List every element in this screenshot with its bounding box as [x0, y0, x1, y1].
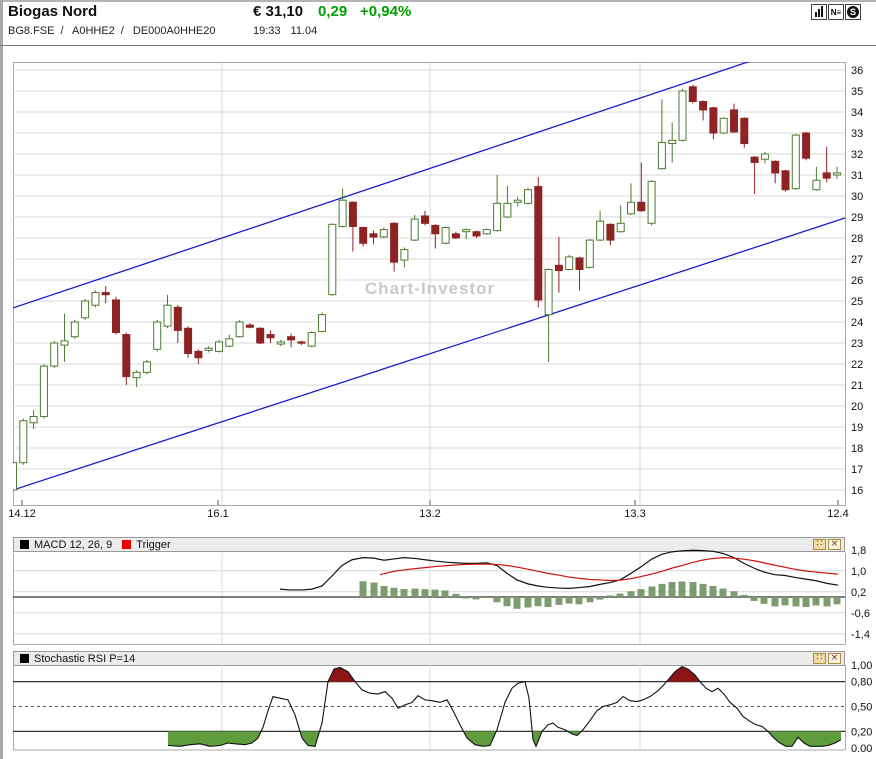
macd-close-icon[interactable]: × — [828, 539, 841, 550]
separator: / — [60, 25, 64, 37]
x-axis-tick-label: 13.3 — [624, 508, 646, 520]
separator: / — [120, 25, 124, 37]
svg-text:16: 16 — [851, 485, 863, 497]
stochastic-label: Stochastic RSI P=14 — [34, 652, 136, 665]
x-axis-tick-label: 16.1 — [207, 508, 229, 520]
svg-text:22: 22 — [851, 359, 863, 371]
instrument-title: Biogas Nord — [8, 3, 98, 20]
stochastic-close-icon[interactable]: × — [828, 653, 841, 664]
symbol: BG8.FSE — [8, 25, 55, 37]
stochastic-legend-swatch — [20, 654, 29, 663]
price-chart[interactable]: Chart-Investor36353433323130292827262524… — [13, 62, 876, 506]
last-price: € 31,10 — [253, 3, 304, 20]
svg-text:0,20: 0,20 — [851, 726, 872, 738]
svg-text:29: 29 — [851, 212, 863, 224]
instrument-codes: BG8.FSE / A0HHE2 / DE000A0HHE20 — [8, 25, 221, 37]
macd-chart[interactable]: 1,8 1,0 0,2 -0,6 -1,4 — [13, 545, 876, 645]
stochastic-settings-icon[interactable]: ∷ — [813, 653, 826, 664]
svg-text:-1,4: -1,4 — [851, 629, 870, 641]
trigger-label: Trigger — [136, 538, 171, 551]
svg-text:34: 34 — [851, 107, 863, 119]
svg-text:1,00: 1,00 — [851, 660, 872, 672]
macd-label: MACD 12, 26, 9 — [34, 538, 113, 551]
svg-text:23: 23 — [851, 338, 863, 350]
svg-text:0,2: 0,2 — [851, 587, 866, 599]
svg-text:20: 20 — [851, 401, 863, 413]
svg-text:26: 26 — [851, 275, 863, 287]
macd-settings-icon[interactable]: ∷ — [813, 539, 826, 550]
svg-text:19: 19 — [851, 422, 863, 434]
isin: DE000A0HHE20 — [132, 25, 216, 37]
svg-text:24: 24 — [851, 317, 863, 329]
s-badge-glyph: S — [847, 5, 859, 18]
wkn: A0HHE2 — [71, 25, 115, 37]
svg-text:33: 33 — [851, 128, 863, 140]
trigger-legend-swatch — [122, 540, 132, 549]
svg-text:1,0: 1,0 — [851, 566, 866, 578]
date: 11.04 — [290, 25, 318, 37]
svg-text:21: 21 — [851, 380, 863, 392]
stochastic-panel-header: Stochastic RSI P=14 ∷ × — [13, 651, 845, 666]
window-top-border — [0, 0, 876, 2]
svg-text:0,80: 0,80 — [851, 677, 872, 689]
svg-text:30: 30 — [851, 191, 863, 203]
svg-text:35: 35 — [851, 86, 863, 98]
price-change: 0,29 — [318, 3, 348, 20]
macd-legend-swatch — [20, 540, 29, 549]
svg-text:36: 36 — [851, 65, 863, 77]
x-axis-tick-label: 13.2 — [419, 508, 441, 520]
macd-panel-header: MACD 12, 26, 9 Trigger ∷ × — [13, 537, 845, 552]
svg-text:0,00: 0,00 — [851, 743, 872, 752]
window-left-border — [0, 0, 3, 759]
svg-text:-0,6: -0,6 — [851, 608, 870, 620]
x-axis-tick-label: 12.4 — [827, 508, 849, 520]
svg-text:25: 25 — [851, 296, 863, 308]
svg-text:1,8: 1,8 — [851, 545, 866, 557]
bar-chart-icon[interactable] — [811, 4, 827, 20]
s-badge-icon[interactable]: S — [845, 4, 861, 20]
svg-text:31: 31 — [851, 170, 863, 182]
svg-text:28: 28 — [851, 233, 863, 245]
svg-text:32: 32 — [851, 149, 863, 161]
svg-text:18: 18 — [851, 443, 863, 455]
header-separator — [0, 45, 876, 46]
price-change-percent: +0,94% — [360, 3, 412, 20]
svg-text:27: 27 — [851, 254, 863, 266]
news-icon[interactable]: N≡ — [828, 4, 844, 20]
x-axis-labels: 14.12 16.1 13.2 13.3 12.4 — [8, 507, 876, 523]
x-axis-tick-label: 14.12 — [8, 508, 36, 520]
svg-text:17: 17 — [851, 464, 863, 476]
svg-text:0,50: 0,50 — [851, 702, 872, 714]
time: 19:33 — [253, 25, 281, 37]
bar-chart-glyph — [815, 6, 823, 17]
stochastic-chart[interactable]: 1,00 0,80 0,50 0,20 0,00 — [13, 658, 876, 752]
quote-time: 19:33 11.04 — [253, 25, 327, 37]
